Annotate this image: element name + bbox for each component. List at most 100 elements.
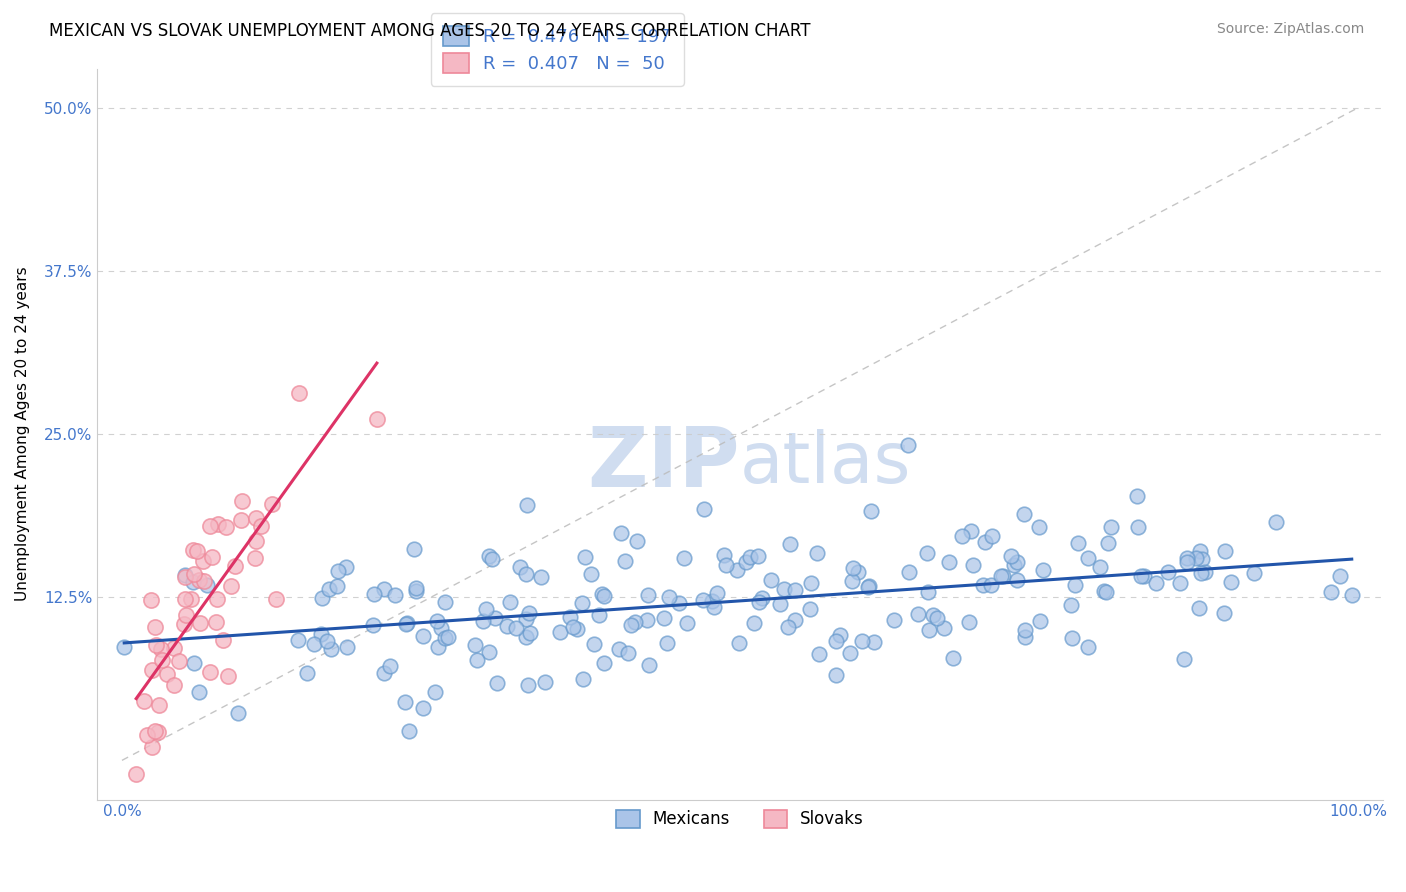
Point [297,665,319,680]
Point [373,665,395,680]
Point [613,554,636,568]
Point [217,669,239,683]
Point [1130,568,1153,582]
Point [475,602,498,616]
Point [800,575,823,590]
Point [534,675,557,690]
Point [188,616,211,631]
Point [139,593,162,607]
Point [405,581,427,595]
Point [1126,519,1149,533]
Point [315,634,337,648]
Point [1177,551,1199,566]
Text: atlas: atlas [740,429,911,498]
Point [769,597,792,611]
Point [198,665,221,679]
Point [205,592,228,607]
Point [395,616,418,631]
Point [825,633,848,648]
Point [830,628,852,642]
Point [1340,589,1362,603]
Point [915,546,938,560]
Point [499,595,522,609]
Point [150,653,173,667]
Point [907,607,929,621]
Point [706,585,728,599]
Point [637,588,659,602]
Point [245,510,267,524]
Point [672,551,695,566]
Point [205,615,228,629]
Point [1213,543,1236,558]
Point [427,640,450,654]
Point [693,501,716,516]
Point [195,578,218,592]
Point [883,613,905,627]
Point [1264,515,1286,529]
Point [759,573,782,587]
Point [972,578,994,592]
Point [1125,488,1147,502]
Point [572,672,595,686]
Point [496,618,519,632]
Point [1088,559,1111,574]
Point [149,642,172,657]
Point [744,616,766,631]
Text: Source: ZipAtlas.com: Source: ZipAtlas.com [1216,22,1364,37]
Point [898,565,921,579]
Point [464,639,486,653]
Point [1028,520,1050,534]
Point [412,629,434,643]
Point [1005,574,1028,588]
Point [1077,551,1099,566]
Point [173,616,195,631]
Point [624,615,647,629]
Point [897,438,920,452]
Point [636,613,658,627]
Point [143,620,166,634]
Point [304,637,326,651]
Point [1032,563,1054,577]
Point [779,537,801,551]
Point [433,595,456,609]
Point [516,677,538,691]
Point [942,650,965,665]
Point [700,594,723,608]
Point [134,694,156,708]
Point [224,559,246,574]
Point [311,591,333,605]
Point [548,625,571,640]
Point [395,617,418,632]
Point [773,582,796,596]
Point [191,554,214,568]
Point [1213,606,1236,620]
Point [309,626,332,640]
Point [515,612,537,626]
Point [588,607,610,622]
Point [727,636,749,650]
Point [405,584,427,599]
Point [751,591,773,605]
Point [188,685,211,699]
Point [842,561,865,575]
Point [530,570,553,584]
Point [921,608,943,623]
Point [856,580,879,594]
Legend: Mexicans, Slovaks: Mexicans, Slovaks [610,803,870,835]
Point [617,647,640,661]
Point [141,664,163,678]
Point [433,631,456,645]
Point [288,386,311,401]
Point [174,570,197,584]
Point [326,578,349,592]
Point [180,592,202,607]
Point [186,543,208,558]
Point [583,637,606,651]
Point [785,613,807,627]
Point [141,739,163,754]
Point [993,568,1015,582]
Point [145,638,167,652]
Point [610,526,633,541]
Point [1189,544,1212,558]
Point [740,550,762,565]
